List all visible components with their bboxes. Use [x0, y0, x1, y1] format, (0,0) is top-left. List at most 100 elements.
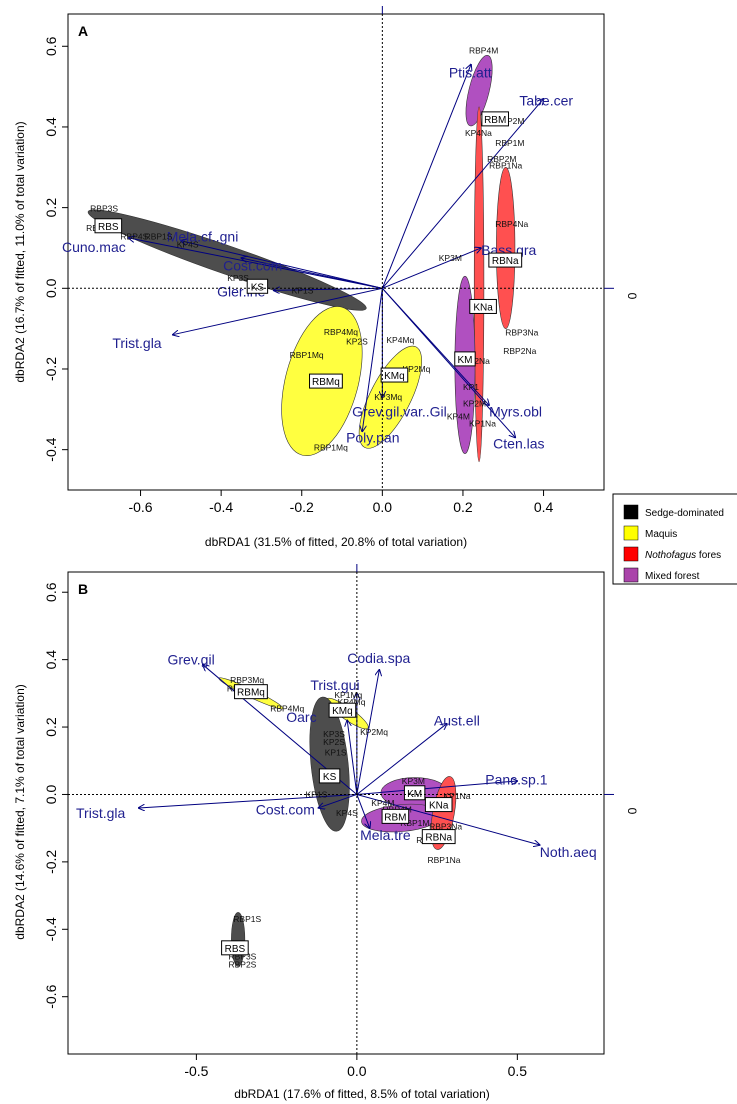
legend-label: Maquis: [645, 529, 677, 540]
panel-a-vector-label: Trist.gla: [112, 335, 161, 351]
panel-b-site-label: RBP1M: [400, 818, 429, 828]
panel-a-centroid-label: RBNa: [492, 256, 519, 267]
panel-a-centroid-box: [488, 252, 523, 268]
panel-b-y-tick-label: -0.4: [43, 917, 59, 941]
panel-a-x-tick-label: 0.2: [453, 499, 473, 515]
panel-b-centroid-box: [421, 829, 456, 845]
panel-b-centroid-label: RBS: [225, 944, 246, 955]
panel-a-vector-label: Cost.com: [223, 257, 282, 273]
panel-b-site-label: RBP3S: [228, 951, 256, 961]
panel-a-notho-ellipse: [473, 106, 485, 463]
legend-swatch: [623, 567, 639, 583]
panel-a-vector-label: Poly.pan: [346, 430, 399, 446]
panel-a-site-label: KP1S: [292, 285, 314, 295]
panel-b-site-label: KP3M: [402, 776, 425, 786]
panel-b-centroid-box: [381, 808, 410, 824]
panel-a-centroid-label: KMq: [384, 371, 405, 382]
legend: Sedge-dominated Maquis Nothofagus fores Mix…: [612, 493, 737, 585]
panel-b-site-label: KP1Na: [444, 791, 471, 801]
panel-b-site-label: KP4S: [336, 808, 358, 818]
panel-a-vector-arrow: [381, 287, 515, 437]
panel-b-site-label: KP1Mq: [334, 690, 362, 700]
panel-b-centroid-box: [424, 797, 453, 813]
panel-b-centroid-box: [234, 684, 268, 700]
panel-a-site-label: RBP1Mq: [290, 350, 324, 360]
panel-a-site-label: RBP4S: [120, 232, 148, 242]
panel-b-vector-arrow: [356, 724, 447, 795]
panel-b-vector-arrow: [356, 794, 370, 828]
panel-a-centroid-label: KM: [457, 355, 472, 366]
panel-a-y-tick-label: 0.4: [43, 117, 59, 137]
panel-b-vector-label: Grev.gil: [167, 652, 214, 668]
panel-a-sedge-ellipse: [87, 209, 367, 311]
panel-a-site-label: RBP3S: [90, 203, 118, 213]
legend-swatch: [623, 504, 639, 520]
panel-a-mixed-ellipse: [465, 55, 493, 127]
panel-b-vector-label: Panc.sp.1: [485, 771, 547, 787]
panel-a-site-label: KP1Na: [469, 418, 496, 428]
panel-b-site-label: RBP3Na: [429, 821, 462, 831]
panel-b-y-axis-label: dbRDA2 (14.6% of fitted, 7.1% of total v…: [13, 684, 27, 939]
panel-a-site-label: RBP1M: [495, 138, 524, 148]
panel-a-site-label: RBP4Mq: [324, 327, 358, 337]
panel-a-vector-label: Grev.gil.var..Gil: [352, 403, 447, 419]
panel-b-vector-arrow: [356, 670, 379, 795]
panel-a-site-label: KP2M: [463, 398, 486, 408]
panel-b-centroid-label: KM: [407, 789, 422, 800]
panel-a-vector-arrow: [128, 238, 383, 289]
panel-a-x-axis-label: dbRDA1 (31.5% of fitted, 20.8% of total …: [205, 535, 467, 549]
panel-a-centroid-box: [94, 218, 123, 234]
panel-a-site-label: KP2Na: [463, 356, 490, 366]
panel-a-centroid-label: KNa: [473, 302, 493, 313]
panel-b-centroid-label: KNa: [429, 801, 449, 812]
panel-a-frame: [67, 13, 605, 491]
panel-b-frame: [67, 571, 605, 1055]
panel-b-vector-label: Trist.gla: [76, 805, 125, 821]
panel-a-y-tick-label: 0.0: [43, 278, 59, 298]
panel-b-vector-label: Aust.ell: [434, 712, 480, 728]
panel-a-letter: A: [78, 23, 88, 39]
panel-b-x-tick-label: 0.0: [347, 1063, 367, 1079]
panel-b-right-zero: 0: [625, 808, 639, 815]
panel-b-centroid-box: [318, 768, 341, 784]
panel-a-centroid-box: [246, 278, 269, 294]
panel-b-vector-label: Trist.gui: [310, 677, 359, 693]
panel-b-centroid-box: [328, 702, 357, 718]
panel-b-vector-label: Cost.com: [256, 802, 315, 818]
panel-a-site-label: KP4Na: [465, 128, 492, 138]
panel-b-centroid-label: KS: [323, 772, 337, 783]
panel-b-site-label: RBP1S: [233, 914, 261, 924]
panel-a-vector-label: Mela.cf..gni: [167, 229, 239, 245]
panel-a-vector-label: Myrs.obl: [489, 403, 542, 419]
panel-b-centroid-label: KMq: [332, 706, 353, 717]
panel-a-site-label: RBP2M: [487, 154, 516, 164]
panel-a-site-label: KP2Mq: [402, 364, 430, 374]
panel-b-site-label: RBP2S: [228, 960, 256, 970]
panel-a-site-label: RBP1Mq: [314, 443, 348, 453]
panel-a-centroid-box: [469, 298, 497, 314]
panel-a-y-axis-label: dbRDA2 (16.7% of fitted, 11.0% of total …: [13, 121, 27, 382]
panel-a-site-label: RBP1S: [145, 232, 173, 242]
panel-a-centroid-label: RBM: [484, 115, 506, 126]
panel-a-y-tick-label: -0.2: [43, 357, 59, 381]
panel-b-vector-arrow: [347, 720, 358, 795]
panel-a-vector-arrow: [362, 288, 383, 431]
panel-b-vector-arrow: [356, 793, 540, 845]
panel-a-site-label: RBP4M: [469, 45, 498, 55]
panel-a-site-label: KP3M: [439, 253, 462, 263]
panel-b-y-tick-label: -0.6: [43, 984, 59, 1008]
legend-label: Sedge-dominated: [645, 508, 724, 519]
panel-a: A Ptis.attTabe.cerBass.graCuno.macMela.c…: [13, 6, 639, 549]
panel-b-site-label: KP2Mq: [360, 727, 388, 737]
panel-a-site-label: RBP4Na: [495, 219, 528, 229]
panel-b-centroid-label: RBMq: [237, 688, 265, 699]
panel-a-vector-label: Cuno.mac: [62, 239, 126, 255]
panel-b-site-label: RBP4Mq: [270, 704, 304, 714]
panel-b-vector-label: Codia.spa: [347, 650, 410, 666]
panel-a-x-tick-label: -0.2: [290, 499, 314, 515]
legend-label: Mixed forest: [645, 571, 700, 582]
panel-b-site-label: KP1S: [325, 747, 347, 757]
panel-a-vector-arrow: [181, 241, 383, 289]
panel-a-vector-arrow: [381, 99, 543, 289]
